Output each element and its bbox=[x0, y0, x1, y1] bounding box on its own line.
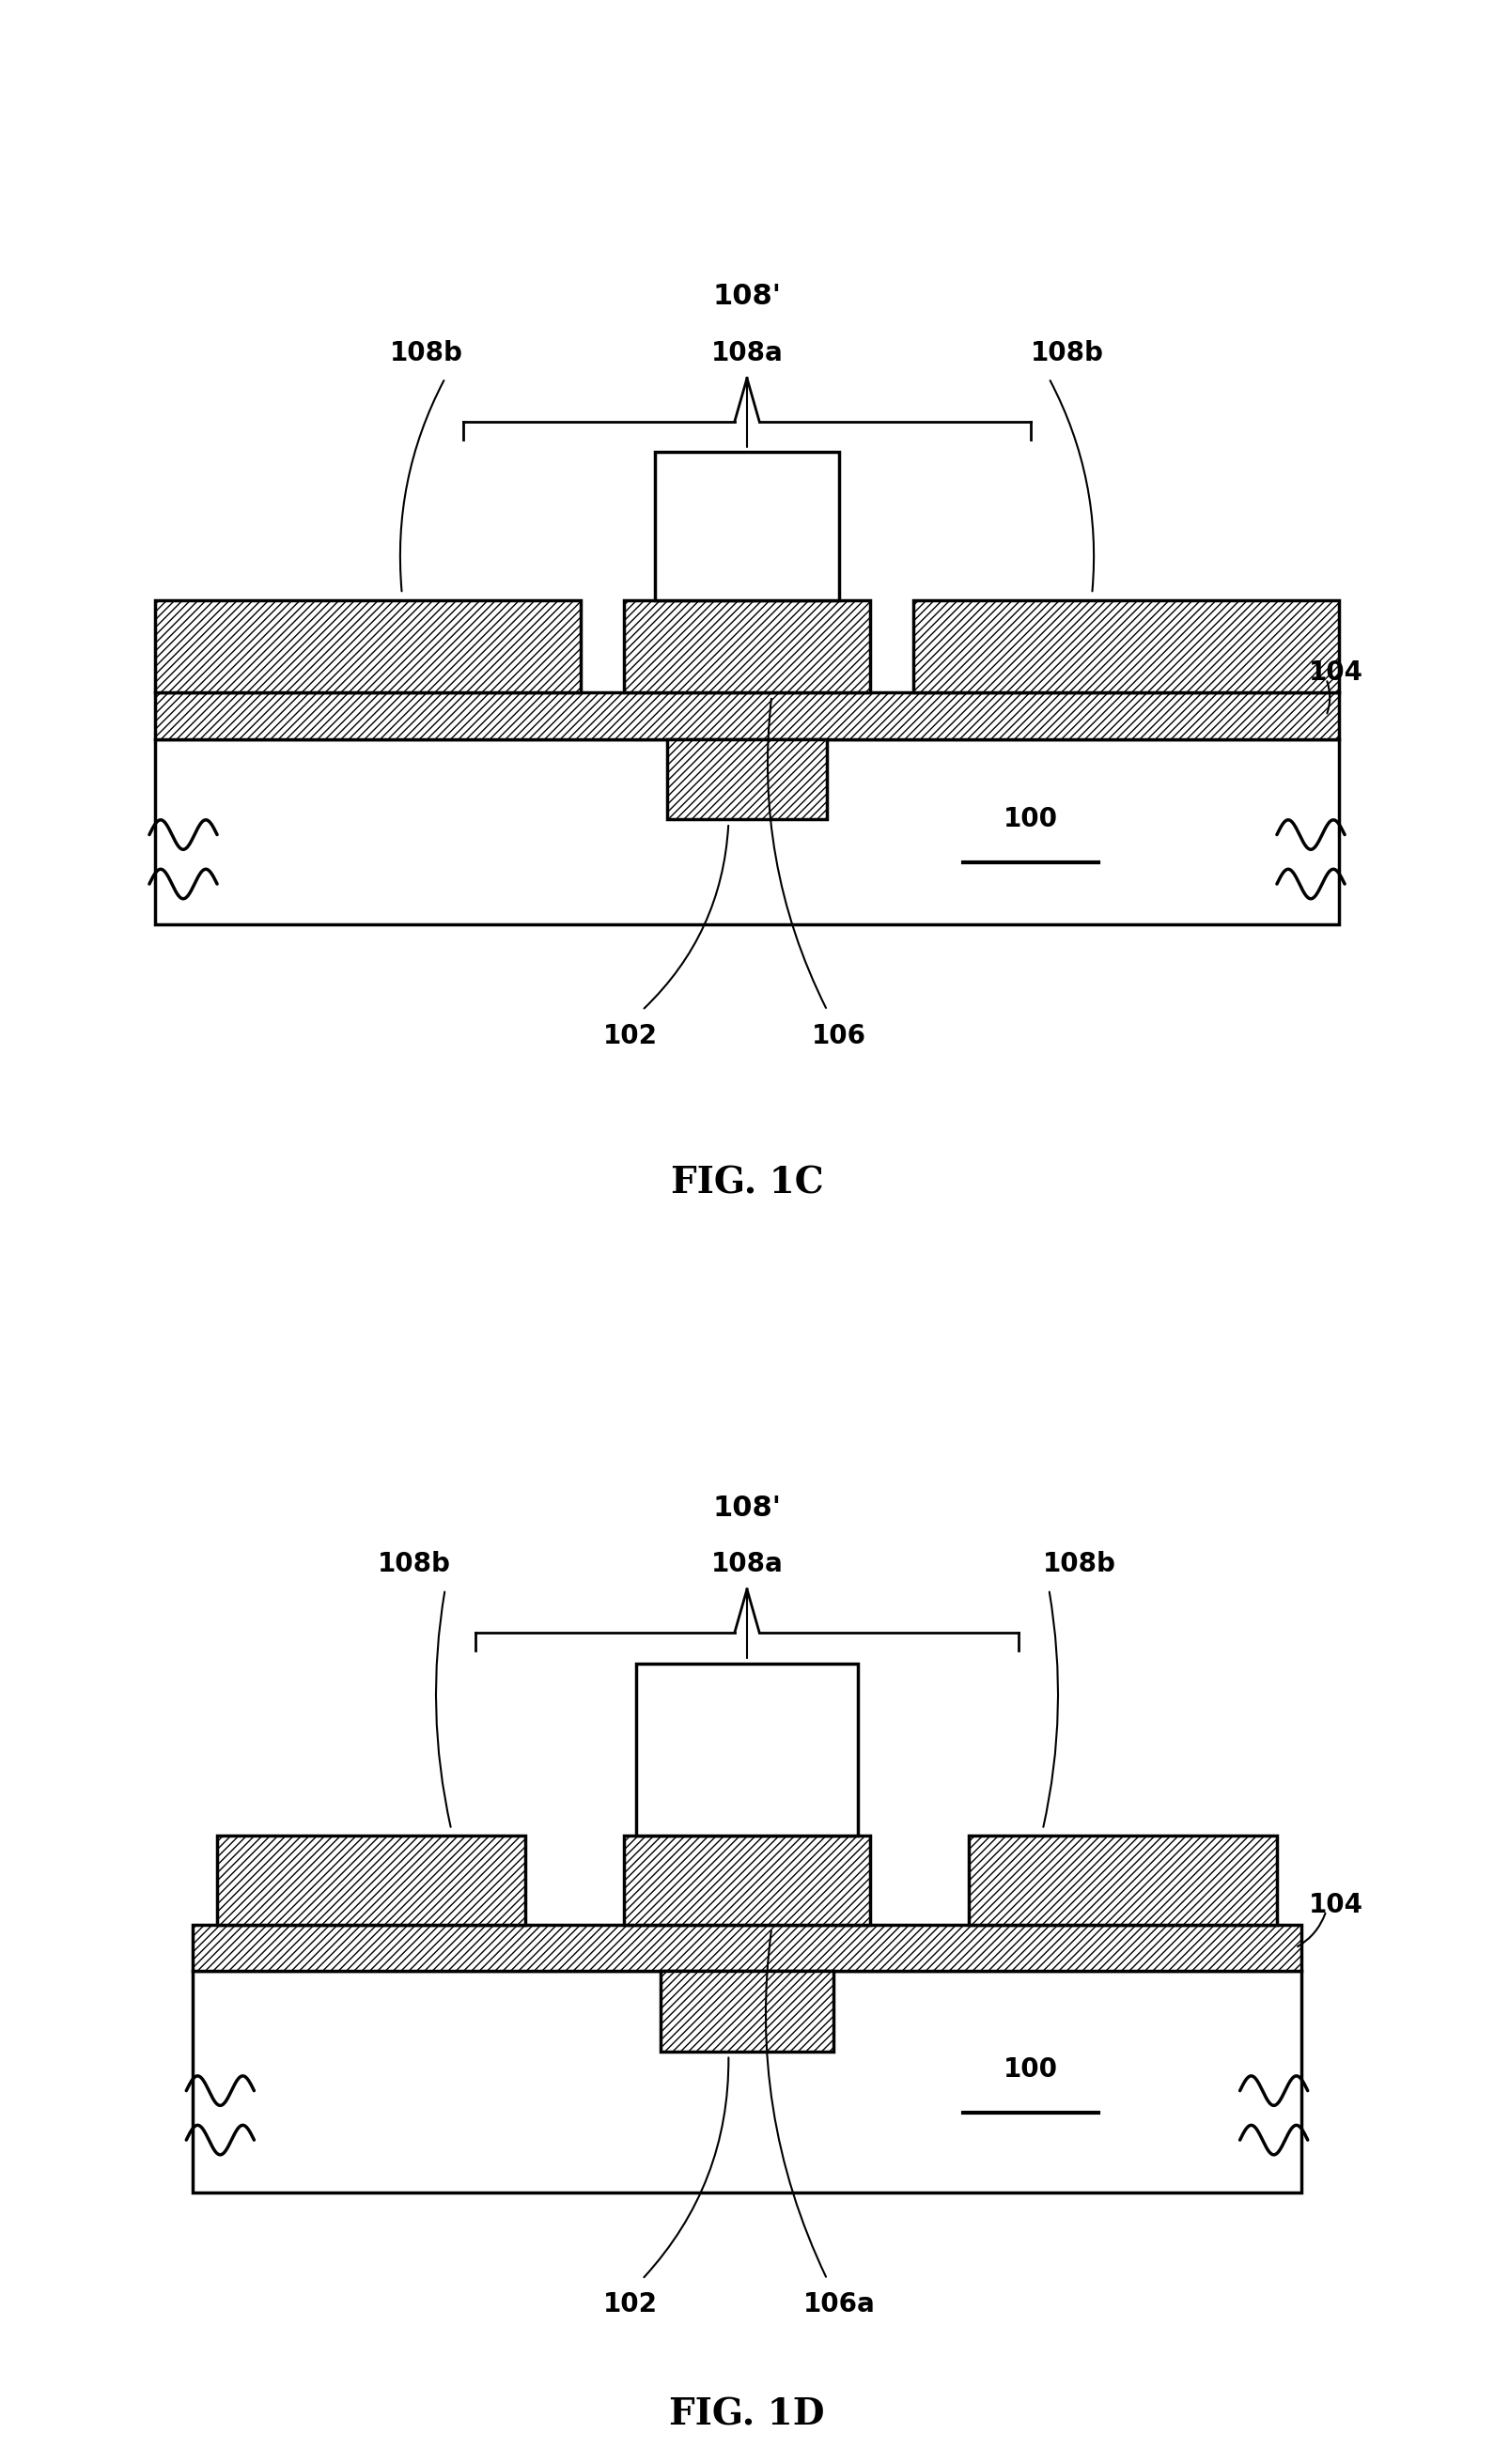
Text: 104: 104 bbox=[1309, 660, 1363, 685]
Bar bbox=[624, 1836, 870, 1924]
Text: 108a: 108a bbox=[711, 1550, 783, 1577]
Text: 108b: 108b bbox=[1031, 340, 1104, 365]
Bar bbox=[624, 601, 870, 692]
Bar bbox=[193, 1924, 1301, 1971]
Text: 108': 108' bbox=[713, 283, 781, 310]
Text: 106a: 106a bbox=[804, 2292, 875, 2319]
Text: 108b: 108b bbox=[1043, 1550, 1116, 1577]
Text: 100: 100 bbox=[1002, 2057, 1058, 2082]
Bar bbox=[193, 1971, 1301, 2193]
Bar bbox=[968, 1836, 1277, 1924]
Bar bbox=[660, 1971, 834, 2050]
Text: 106: 106 bbox=[813, 1023, 867, 1050]
Text: FIG. 1C: FIG. 1C bbox=[671, 1165, 823, 1200]
Text: 102: 102 bbox=[602, 1023, 657, 1050]
Bar bbox=[666, 739, 828, 818]
Bar bbox=[636, 1663, 858, 1836]
Text: 108b: 108b bbox=[378, 1550, 451, 1577]
Bar bbox=[913, 601, 1339, 692]
Text: 108': 108' bbox=[713, 1493, 781, 1520]
Text: 104: 104 bbox=[1309, 1892, 1363, 1917]
Bar bbox=[155, 739, 1339, 924]
Text: 100: 100 bbox=[1002, 806, 1058, 833]
Bar bbox=[155, 692, 1339, 739]
Text: 108b: 108b bbox=[390, 340, 463, 365]
Text: 108a: 108a bbox=[711, 340, 783, 365]
Bar bbox=[654, 451, 840, 599]
Bar bbox=[155, 601, 581, 692]
Text: 102: 102 bbox=[602, 2292, 657, 2319]
Text: FIG. 1D: FIG. 1D bbox=[669, 2397, 825, 2432]
Bar bbox=[217, 1836, 526, 1924]
